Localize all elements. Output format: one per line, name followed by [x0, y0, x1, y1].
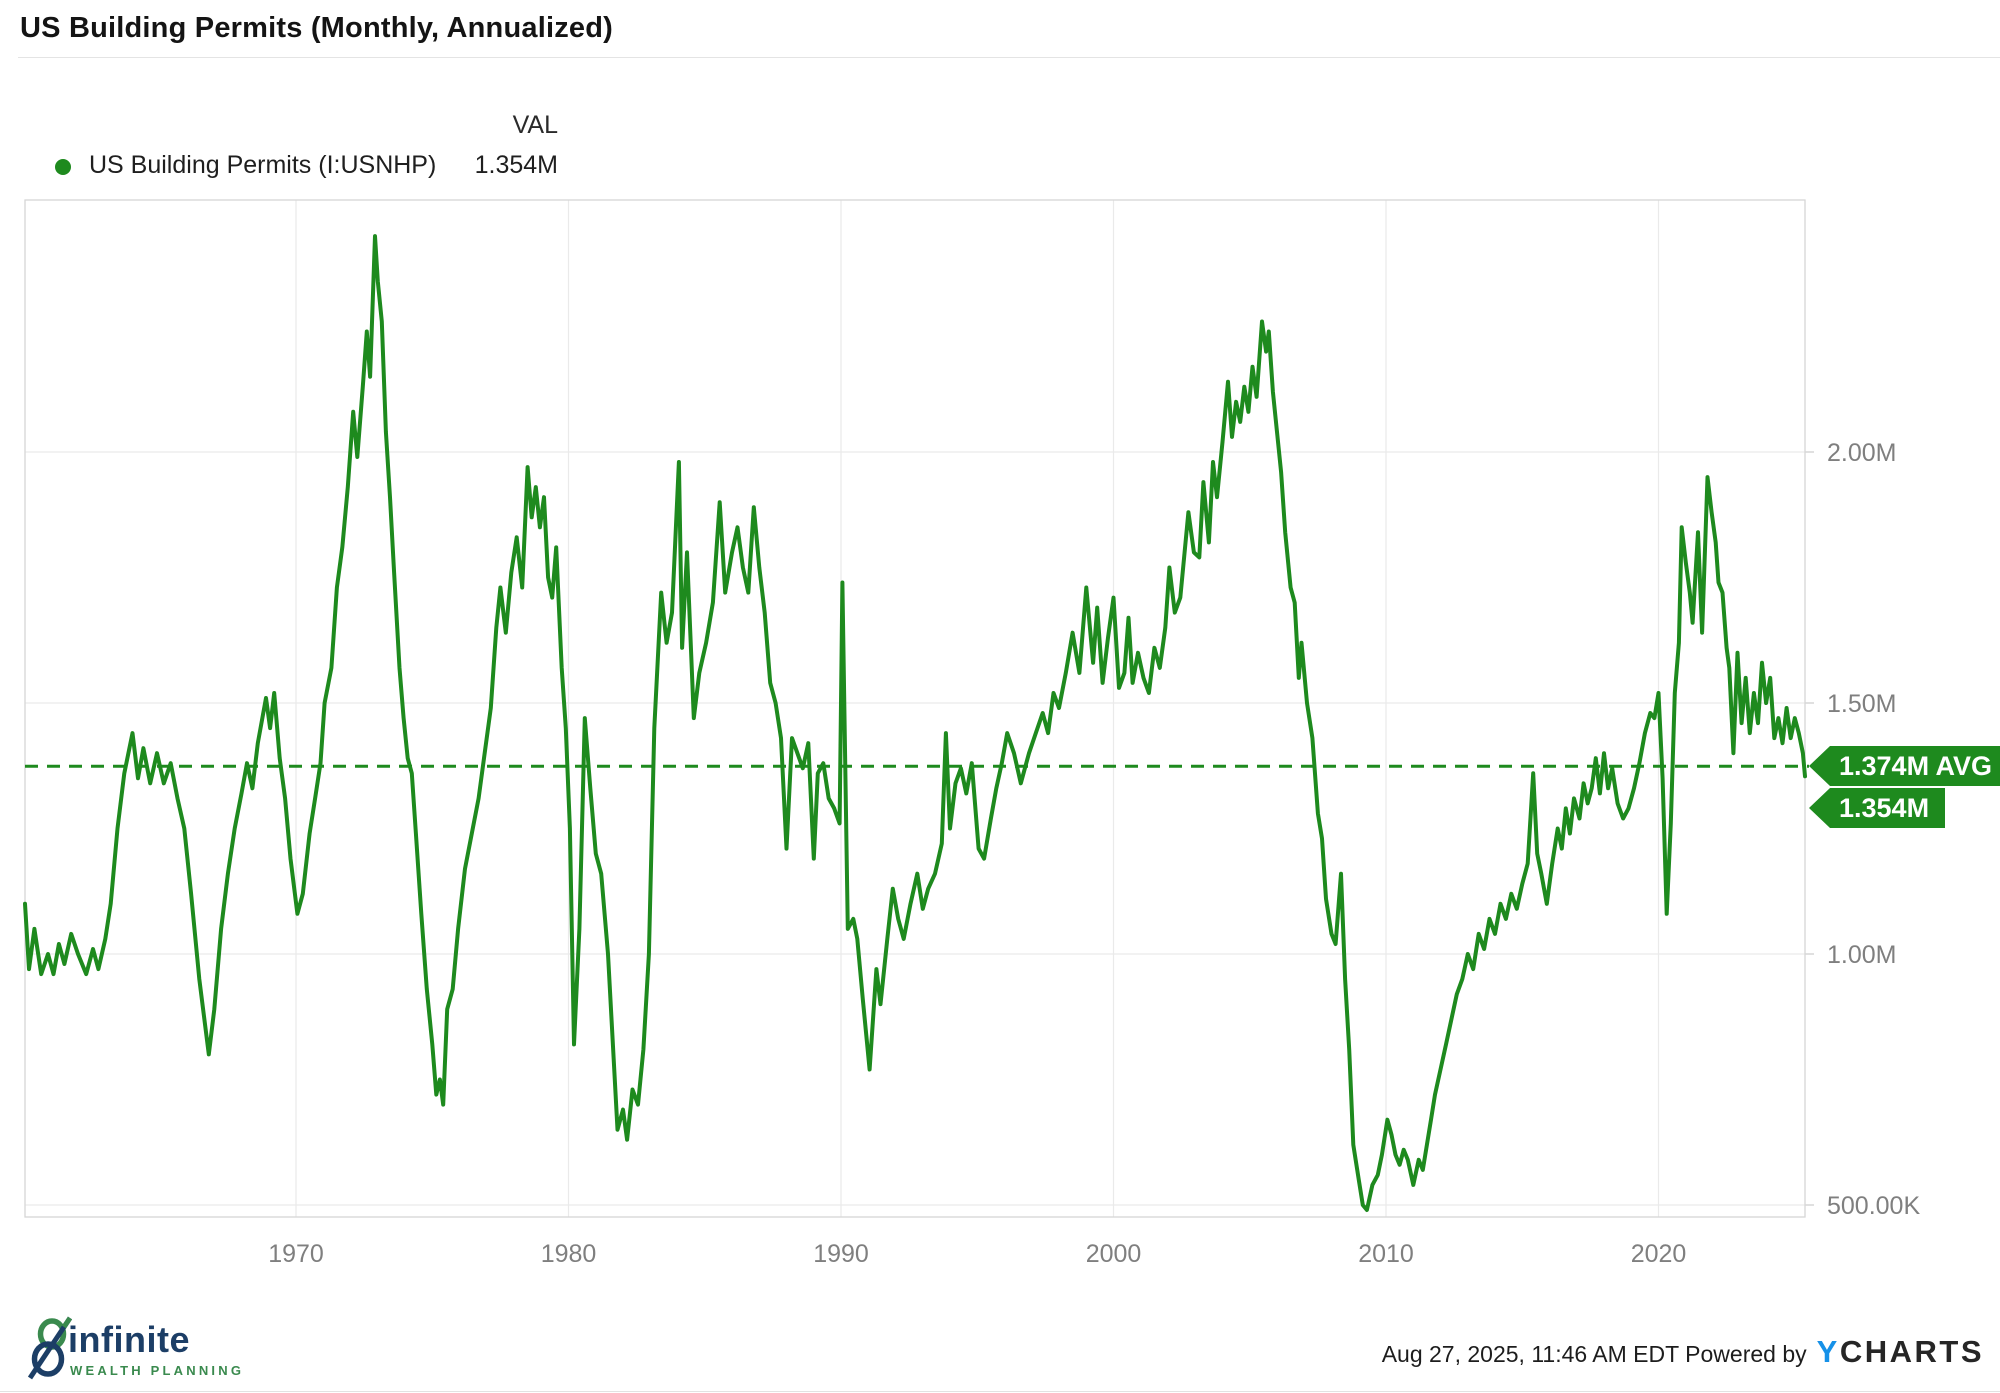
- chart-attribution: Aug 27, 2025, 11:46 AM EDT Powered by YC…: [1382, 1334, 1984, 1370]
- ycharts-logo[interactable]: YCHARTS: [1817, 1334, 1984, 1370]
- x-axis-label: 1970: [268, 1240, 324, 1268]
- series-dot-icon: [55, 159, 71, 175]
- legend-series-label: US Building Permits (I:USNHP): [89, 151, 437, 179]
- y-axis-label: 500.00K: [1827, 1192, 1920, 1220]
- logo-text: infinite WEALTH PLANNING: [68, 1314, 245, 1379]
- page-title: US Building Permits (Monthly, Annualized…: [20, 12, 614, 44]
- ycharts-logo-y: Y: [1816, 1334, 1840, 1369]
- last-value-badge-label: 1.354M: [1839, 793, 1929, 823]
- y-axis-label: 1.50M: [1827, 690, 1896, 718]
- bottom-hairline: [0, 1391, 2000, 1392]
- series-line[interactable]: [23, 234, 1807, 1212]
- attribution-timestamp-and-powered-by: Aug 27, 2025, 11:46 AM EDT Powered by: [1382, 1341, 1807, 1368]
- title-divider: [18, 57, 2000, 58]
- attribution-timestamp: Aug 27, 2025, 11:46 AM EDT: [1381, 1341, 1679, 1367]
- x-axis-label: 1980: [541, 1240, 597, 1268]
- x-axis-label: 1990: [813, 1240, 869, 1268]
- y-axis-label: 2.00M: [1827, 439, 1896, 467]
- chart-legend: US Building Permits (I:USNHP) VAL 1.354M: [0, 0, 600, 200]
- average-badge-label: 1.374M AVG: [1839, 751, 1992, 781]
- last-value-badge: [1809, 788, 1945, 828]
- average-badge: [1809, 746, 2000, 786]
- infinite-logo-icon: [27, 1316, 73, 1380]
- powered-by-label: Powered by: [1685, 1341, 1807, 1367]
- y-axis-label: 1.00M: [1827, 941, 1896, 969]
- plot-border: [24, 199, 1806, 1218]
- legend-val-value: 1.354M: [474, 151, 558, 179]
- legend-val-header: VAL: [512, 111, 558, 139]
- logo-name: infinite: [68, 1319, 190, 1360]
- x-axis-label: 2010: [1358, 1240, 1414, 1268]
- x-axis-label: 2020: [1631, 1240, 1687, 1268]
- infinite-wealth-planning-logo[interactable]: infinite WEALTH PLANNING: [26, 1314, 244, 1382]
- logo-tagline: WEALTH PLANNING: [70, 1363, 245, 1378]
- x-axis-label: 2000: [1086, 1240, 1142, 1268]
- ycharts-logo-charts: CHARTS: [1839, 1334, 1984, 1369]
